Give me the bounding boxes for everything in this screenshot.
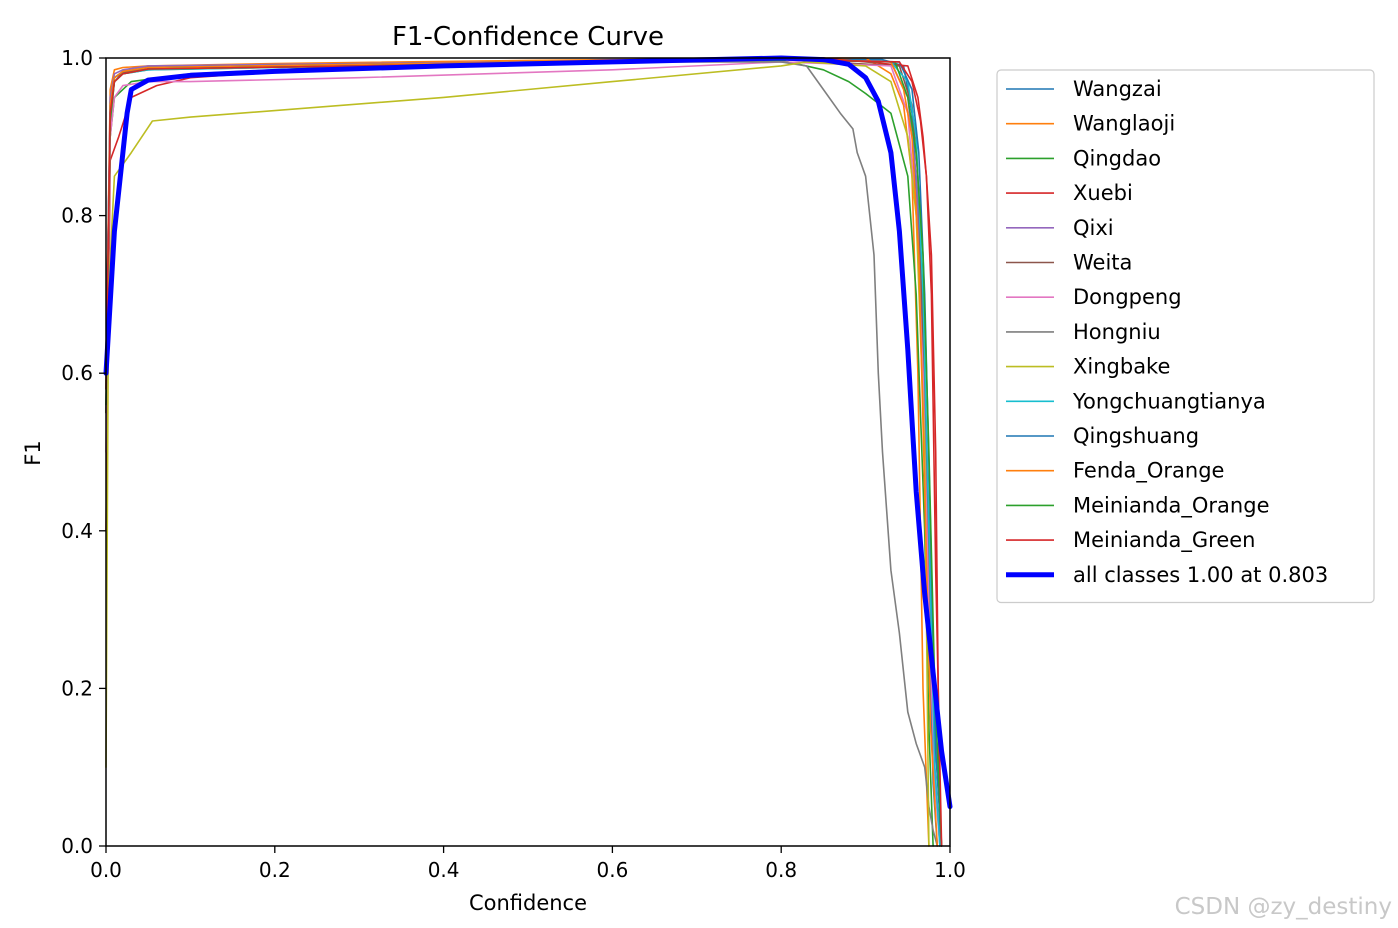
series-line-6	[105, 61, 941, 847]
x-axis-label: Confidence	[469, 891, 587, 915]
legend-label-12: Meinianda_Orange	[1073, 493, 1270, 518]
series-line-7	[105, 61, 939, 847]
x-tick-label-3: 0.6	[596, 858, 628, 882]
watermark: CSDN @zy_destiny	[1174, 894, 1392, 920]
series-line-10	[105, 58, 943, 847]
series-line-8	[105, 61, 930, 847]
series-line-4	[105, 58, 943, 847]
y-tick-label-3: 0.6	[61, 361, 93, 385]
legend-label-5: Weita	[1073, 251, 1132, 275]
series-line-14	[103, 55, 953, 810]
legend-label-14: all classes 1.00 at 0.803	[1073, 563, 1328, 587]
series-line-11	[105, 57, 939, 847]
series-line-13	[105, 58, 943, 847]
series-line-3	[105, 57, 941, 847]
series-line-12	[105, 58, 943, 847]
y-tick-label-2: 0.4	[61, 519, 93, 543]
legend-label-11: Fenda_Orange	[1073, 459, 1224, 484]
x-tick-label-1: 0.2	[259, 858, 291, 882]
series-line-5	[105, 58, 941, 847]
chart-title: F1-Confidence Curve	[392, 22, 664, 52]
x-tick-label-5: 1.0	[934, 858, 966, 882]
y-tick-label-1: 0.2	[61, 676, 93, 700]
plot-area-frame	[105, 57, 951, 847]
y-axis-label: F1	[21, 440, 45, 465]
legend-label-7: Hongniu	[1073, 320, 1161, 344]
legend-label-13: Meinianda_Green	[1073, 528, 1256, 553]
series-line-0	[105, 58, 939, 847]
legend-label-4: Qixi	[1073, 216, 1114, 240]
legend-label-8: Xingbake	[1073, 355, 1170, 379]
series-line-1	[105, 57, 930, 847]
series-line-9	[105, 58, 941, 847]
legend-label-2: Qingdao	[1073, 146, 1161, 170]
y-tick-label-0: 0.0	[61, 834, 93, 858]
x-tick-label-4: 0.8	[765, 858, 797, 882]
ticks-layer: 0.0 0.2 0.4 0.6 0.8 1.0 0.0 0.2 0.4 0.6 0.8 1.0	[61, 46, 966, 882]
x-tick-label-0: 0.0	[90, 858, 122, 882]
series-layer	[103, 55, 953, 847]
legend-label-3: Xuebi	[1073, 181, 1133, 205]
legend-label-0: Wangzai	[1073, 77, 1162, 101]
series-line-2	[105, 59, 934, 847]
legend: Wangzai Wanglaoji Qingdao Xuebi Qixi Weita Don…	[996, 69, 1375, 604]
legend-box	[996, 69, 1375, 604]
legend-label-10: Qingshuang	[1073, 424, 1199, 448]
legend-label-9: Yongchuangtianya	[1072, 389, 1266, 413]
legend-label-1: Wanglaoji	[1073, 112, 1175, 136]
y-tick-label-4: 0.8	[61, 204, 93, 228]
y-tick-label-5: 1.0	[61, 46, 93, 70]
legend-label-6: Dongpeng	[1073, 285, 1182, 309]
x-tick-label-2: 0.4	[428, 858, 460, 882]
